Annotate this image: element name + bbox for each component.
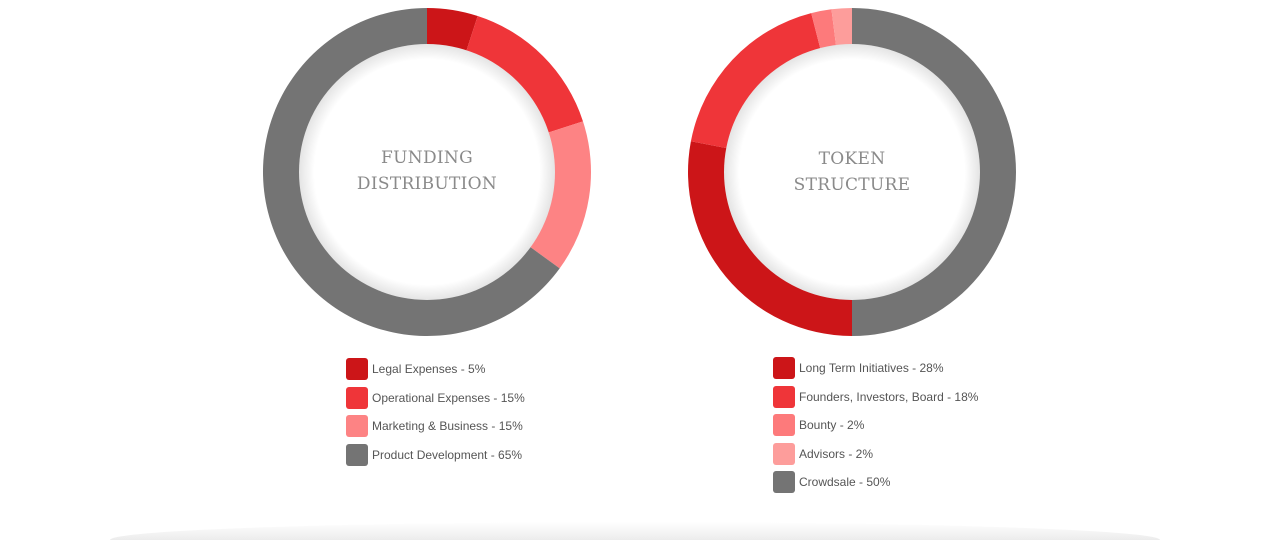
legend-swatch-long-term-initiatives <box>773 357 795 380</box>
legend-swatch-product-development <box>346 443 368 466</box>
token-donut <box>688 8 1016 336</box>
legend-swatch-crowdsale <box>773 471 795 494</box>
donut-slice-founders-investors-board <box>690 13 821 149</box>
funding-chart-title: FUNDING DISTRIBUTION <box>302 145 552 197</box>
legend-item-advisors: Advisors - 2% <box>773 440 978 469</box>
legend-swatch-founders-investors-board <box>773 385 795 408</box>
legend-swatch-operational-expenses <box>346 386 368 409</box>
donut-slice-long-term-initiatives <box>688 141 852 336</box>
legend-swatch-bounty <box>773 414 795 437</box>
token-title-line-2: STRUCTURE <box>793 175 911 195</box>
legend-swatch-advisors <box>773 442 795 465</box>
donut-center-hole <box>724 44 980 300</box>
legend-item-product-development: Product Development - 65% <box>346 441 525 470</box>
legend-label-advisors: Advisors - 2% <box>799 446 874 461</box>
legend-item-operational-expenses: Operational Expenses - 15% <box>346 384 525 413</box>
legend-swatch-marketing-business <box>346 415 368 438</box>
donut-slice-bounty <box>811 9 837 49</box>
legend-item-bounty: Bounty - 2% <box>773 411 978 440</box>
legend-label-bounty: Bounty - 2% <box>799 418 865 433</box>
donut-slice-advisors <box>831 8 852 47</box>
legend-label-operational-expenses: Operational Expenses - 15% <box>372 390 525 405</box>
funding-legend: Legal Expenses - 5% Operational Expenses… <box>346 355 525 469</box>
legend-item-founders-investors-board: Founders, Investors, Board - 18% <box>773 383 978 412</box>
funding-title-line-1: FUNDING <box>381 148 473 168</box>
token-chart-title: TOKEN STRUCTURE <box>727 146 977 198</box>
legend-label-marketing-business: Marketing & Business - 15% <box>372 419 523 434</box>
donut-slice-marketing-business <box>529 121 591 269</box>
donut-slice-operational-expenses <box>466 16 583 133</box>
legend-label-crowdsale: Crowdsale - 50% <box>799 475 891 490</box>
donut-center-hole <box>299 44 555 300</box>
token-legend: Long Term Initiatives - 28% Founders, In… <box>773 354 978 497</box>
legend-item-long-term-initiatives: Long Term Initiatives - 28% <box>773 354 978 383</box>
funding-title-line-2: DISTRIBUTION <box>356 174 498 194</box>
donut-slice-legal-expenses <box>427 8 478 52</box>
legend-swatch-legal-expenses <box>346 358 368 381</box>
legend-item-crowdsale: Crowdsale - 50% <box>773 468 978 497</box>
legend-label-product-development: Product Development - 65% <box>372 447 523 462</box>
token-title-line-1: TOKEN <box>818 149 886 169</box>
legend-label-long-term-initiatives: Long Term Initiatives - 28% <box>799 361 944 376</box>
legend-item-marketing-business: Marketing & Business - 15% <box>346 412 525 441</box>
legend-label-legal-expenses: Legal Expenses - 5% <box>372 362 486 377</box>
legend-label-founders-investors-board: Founders, Investors, Board - 18% <box>799 389 979 404</box>
legend-item-legal-expenses: Legal Expenses - 5% <box>346 355 525 384</box>
funding-donut <box>262 7 591 336</box>
donut-slice-crowdsale <box>852 8 1016 336</box>
section-bottom-shadow <box>110 522 1160 540</box>
